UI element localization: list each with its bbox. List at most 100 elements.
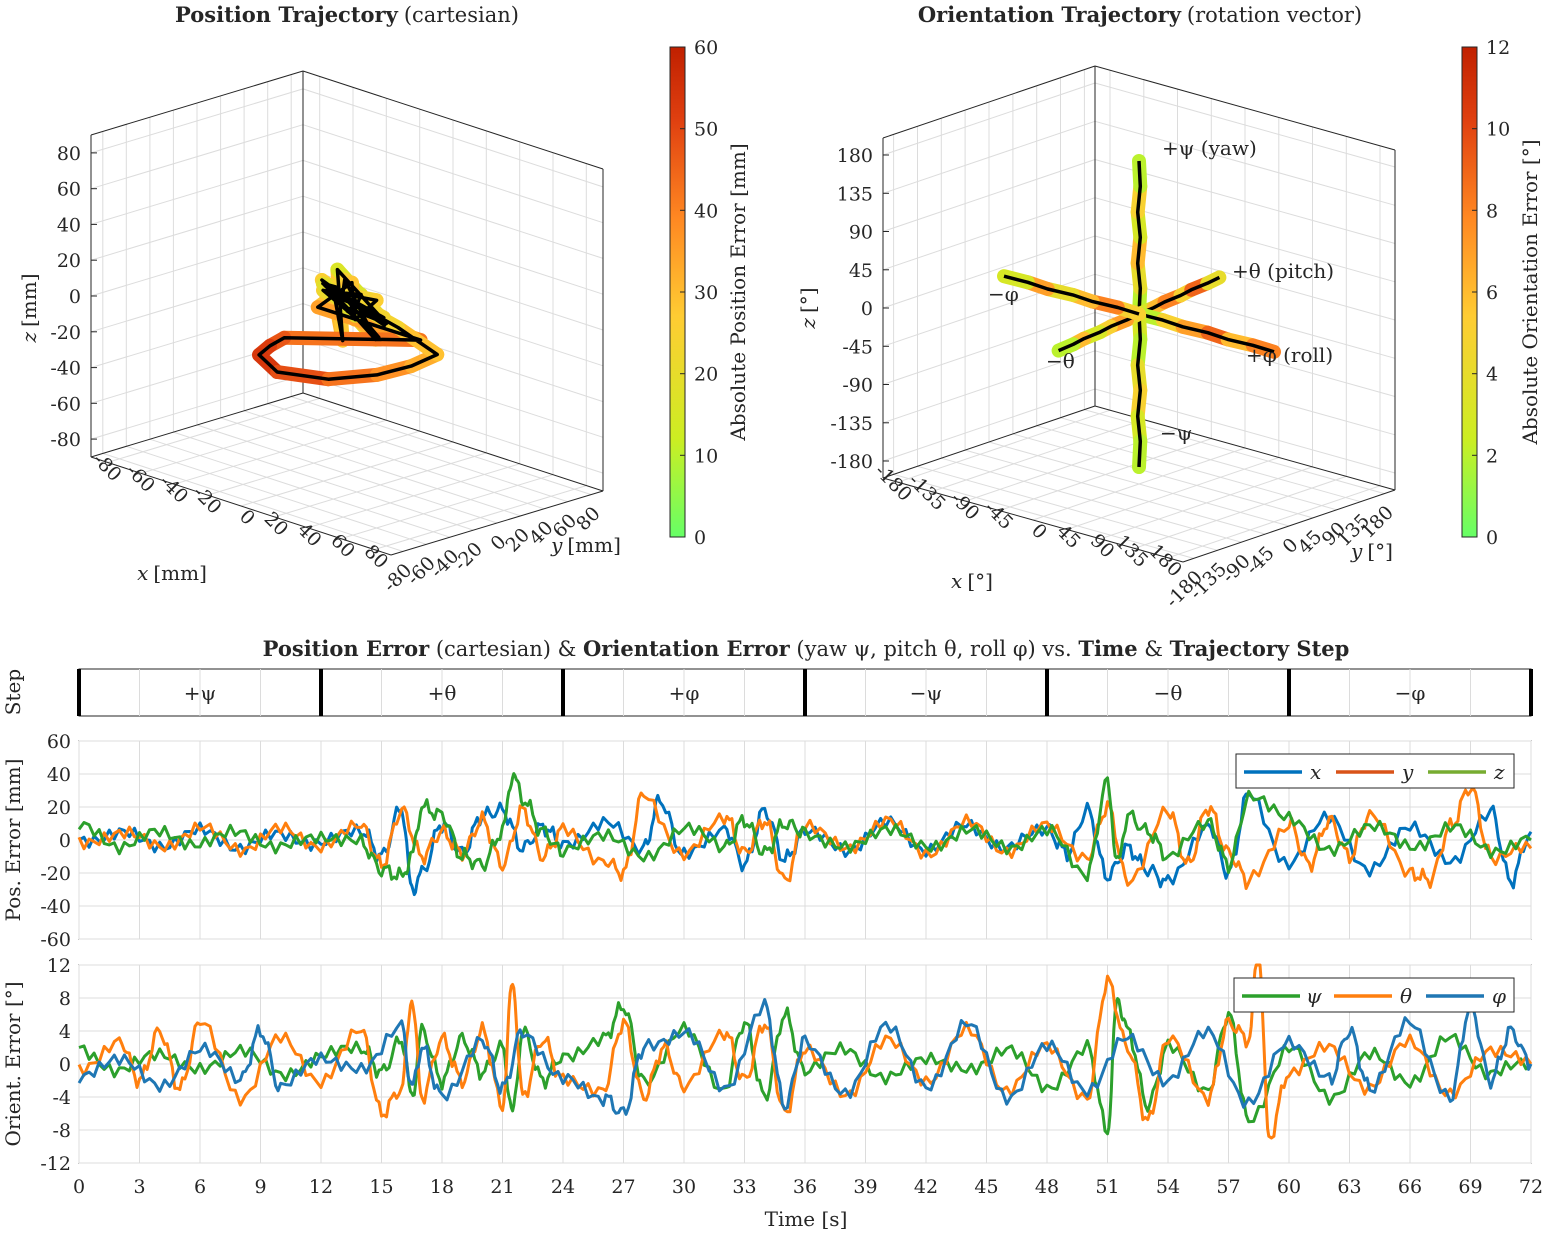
x-tick-label: 0 bbox=[235, 505, 259, 529]
time-series-title-part: Time bbox=[1078, 636, 1137, 661]
position-error-panel: 60 40 20 0 -20 -40 -60 Pos. Error [mm] x y z bbox=[1, 731, 1533, 951]
annotation-minus-roll: −φ bbox=[988, 282, 1019, 306]
orientation-xlabel: x [°] bbox=[951, 569, 993, 593]
box-edge bbox=[882, 477, 1184, 563]
colorbar-tick-label: 50 bbox=[694, 119, 718, 141]
position-error-legend: x y z bbox=[1235, 753, 1515, 789]
z-tick-label: -20 bbox=[50, 322, 81, 344]
series-line-z bbox=[77, 772, 1532, 883]
grid-line bbox=[882, 159, 1096, 232]
position-error-ylabel: Pos. Error [mm] bbox=[1, 759, 25, 922]
time-series-title-part: Orientation Error bbox=[583, 636, 791, 661]
time-tick-label: 42 bbox=[914, 1176, 938, 1198]
grid-line bbox=[90, 124, 304, 190]
series-line-y bbox=[77, 786, 1533, 890]
orientation-error-legend: ψ θ φ bbox=[1233, 977, 1515, 1013]
y-tick-label: -4 bbox=[52, 1087, 71, 1109]
time-series-title-part: Trajectory Step bbox=[1170, 636, 1350, 661]
position-ylabel: y [mm] bbox=[550, 533, 621, 557]
series-line-φ bbox=[77, 996, 1533, 1116]
colorbar-tick-label: 40 bbox=[694, 200, 718, 222]
colorbar-tick-label: 6 bbox=[1486, 282, 1498, 304]
legend-roll-label: φ bbox=[1492, 984, 1506, 1008]
grid-line bbox=[374, 485, 587, 551]
z-tick-label: 0 bbox=[69, 286, 81, 308]
y-tick-label: -20 bbox=[40, 863, 71, 885]
grid-line bbox=[302, 124, 604, 224]
z-tick-label: 135 bbox=[837, 183, 873, 205]
grid-line bbox=[267, 403, 568, 503]
grid-line bbox=[307, 463, 520, 529]
z-tick-label: -60 bbox=[50, 393, 81, 415]
time-series-title-part: (cartesian) & bbox=[429, 637, 583, 661]
z-tick-label: -135 bbox=[830, 413, 873, 435]
z-tick-label: 20 bbox=[57, 250, 81, 272]
orientation-title-normal: (rotation vector) bbox=[1187, 3, 1362, 27]
step-label: −φ bbox=[1395, 681, 1426, 705]
box-edge bbox=[90, 392, 304, 458]
z-tick-label: -45 bbox=[842, 336, 873, 358]
y-tick-label: 180 bbox=[1357, 502, 1398, 543]
grid-line bbox=[1094, 82, 1396, 168]
box-edge bbox=[302, 70, 604, 170]
z-tick-label: -180 bbox=[830, 451, 873, 473]
grid-line bbox=[882, 82, 1096, 156]
colorbar-tick-label: 30 bbox=[694, 282, 718, 304]
orientation-error-panel: 12 8 4 0 -4 -8 -12 Orient. Error [°] ψ θ φ bbox=[1, 955, 1533, 1175]
time-tick-label: 36 bbox=[793, 1176, 817, 1198]
y-tick-label: 12 bbox=[47, 955, 71, 977]
step-label: −ψ bbox=[910, 681, 942, 705]
annotation-plus-yaw: +ψ (yaw) bbox=[1162, 136, 1257, 160]
x-tick-label: -80 bbox=[89, 449, 126, 486]
box-edge bbox=[1182, 489, 1396, 563]
position-grid bbox=[90, 74, 604, 552]
z-tick-label: 0 bbox=[861, 298, 873, 320]
grid-line bbox=[196, 424, 498, 524]
grid-line bbox=[1134, 475, 1347, 549]
z-tick-label: -90 bbox=[842, 375, 873, 397]
time-series-title-part: Position Error bbox=[263, 636, 430, 661]
position-title-bold: Position Trajectory bbox=[175, 2, 399, 27]
annotation-minus-pitch: −θ bbox=[1046, 349, 1075, 373]
z-tick-label: 90 bbox=[849, 222, 873, 244]
annotation-plus-pitch: +θ (pitch) bbox=[1232, 259, 1334, 283]
time-tick-label: 24 bbox=[551, 1176, 575, 1198]
y-tick-label: 20 bbox=[47, 797, 71, 819]
step-label: −θ bbox=[1154, 681, 1183, 705]
colorbar-tick-label: 20 bbox=[694, 364, 718, 386]
orientation-colorbar-label: Absolute Orientation Error [°] bbox=[1518, 139, 1542, 445]
time-tick-label: 69 bbox=[1458, 1176, 1482, 1198]
box-edge bbox=[882, 65, 1096, 139]
legend-pitch-label: θ bbox=[1400, 984, 1412, 1008]
grid-line bbox=[1167, 485, 1381, 559]
x-tick-label: 0 bbox=[1027, 519, 1051, 543]
x-tick-label: -45 bbox=[980, 497, 1017, 534]
position-colorbar-label: Absolute Position Error [mm] bbox=[726, 143, 750, 441]
position-colorbar: 0 10 20 30 40 50 60 Absolute Position Error [m… bbox=[669, 37, 750, 549]
time-tick-label: 45 bbox=[974, 1176, 998, 1198]
time-tick-label: 30 bbox=[672, 1176, 696, 1198]
time-tick-label: 33 bbox=[732, 1176, 756, 1198]
z-tick-label: 60 bbox=[57, 179, 81, 201]
orientation-annotations: +ψ (yaw) +θ (pitch) +φ (roll) −φ −θ −ψ bbox=[988, 136, 1334, 445]
time-tick-label: 21 bbox=[490, 1176, 514, 1198]
orientation-3d-plot: Orientation Trajectory (rotation vector) … bbox=[796, 2, 1542, 612]
z-tick-label: 40 bbox=[57, 214, 81, 236]
colorbar-tick-label: 12 bbox=[1486, 37, 1510, 59]
z-tick-label: 80 bbox=[57, 143, 81, 165]
grid-line bbox=[1094, 120, 1396, 206]
annotation-minus-yaw: −ψ bbox=[1160, 421, 1192, 445]
annotation-plus-roll: +φ (roll) bbox=[1246, 343, 1333, 367]
orientation-trajectory-path bbox=[1003, 274, 1140, 316]
y-tick-label: -8 bbox=[52, 1120, 71, 1142]
colorbar-tick-label: 0 bbox=[1486, 527, 1498, 549]
grid-line bbox=[274, 452, 487, 518]
position-trajectory bbox=[252, 262, 445, 387]
grid-line bbox=[1094, 197, 1396, 283]
y-tick-label: -40 bbox=[40, 896, 71, 918]
step-label: +φ bbox=[669, 681, 700, 705]
legend-yaw-label: ψ bbox=[1306, 984, 1322, 1008]
time-xlabel: Time [s] bbox=[765, 1207, 848, 1231]
orientation-zlabel: z[°] bbox=[796, 287, 820, 329]
